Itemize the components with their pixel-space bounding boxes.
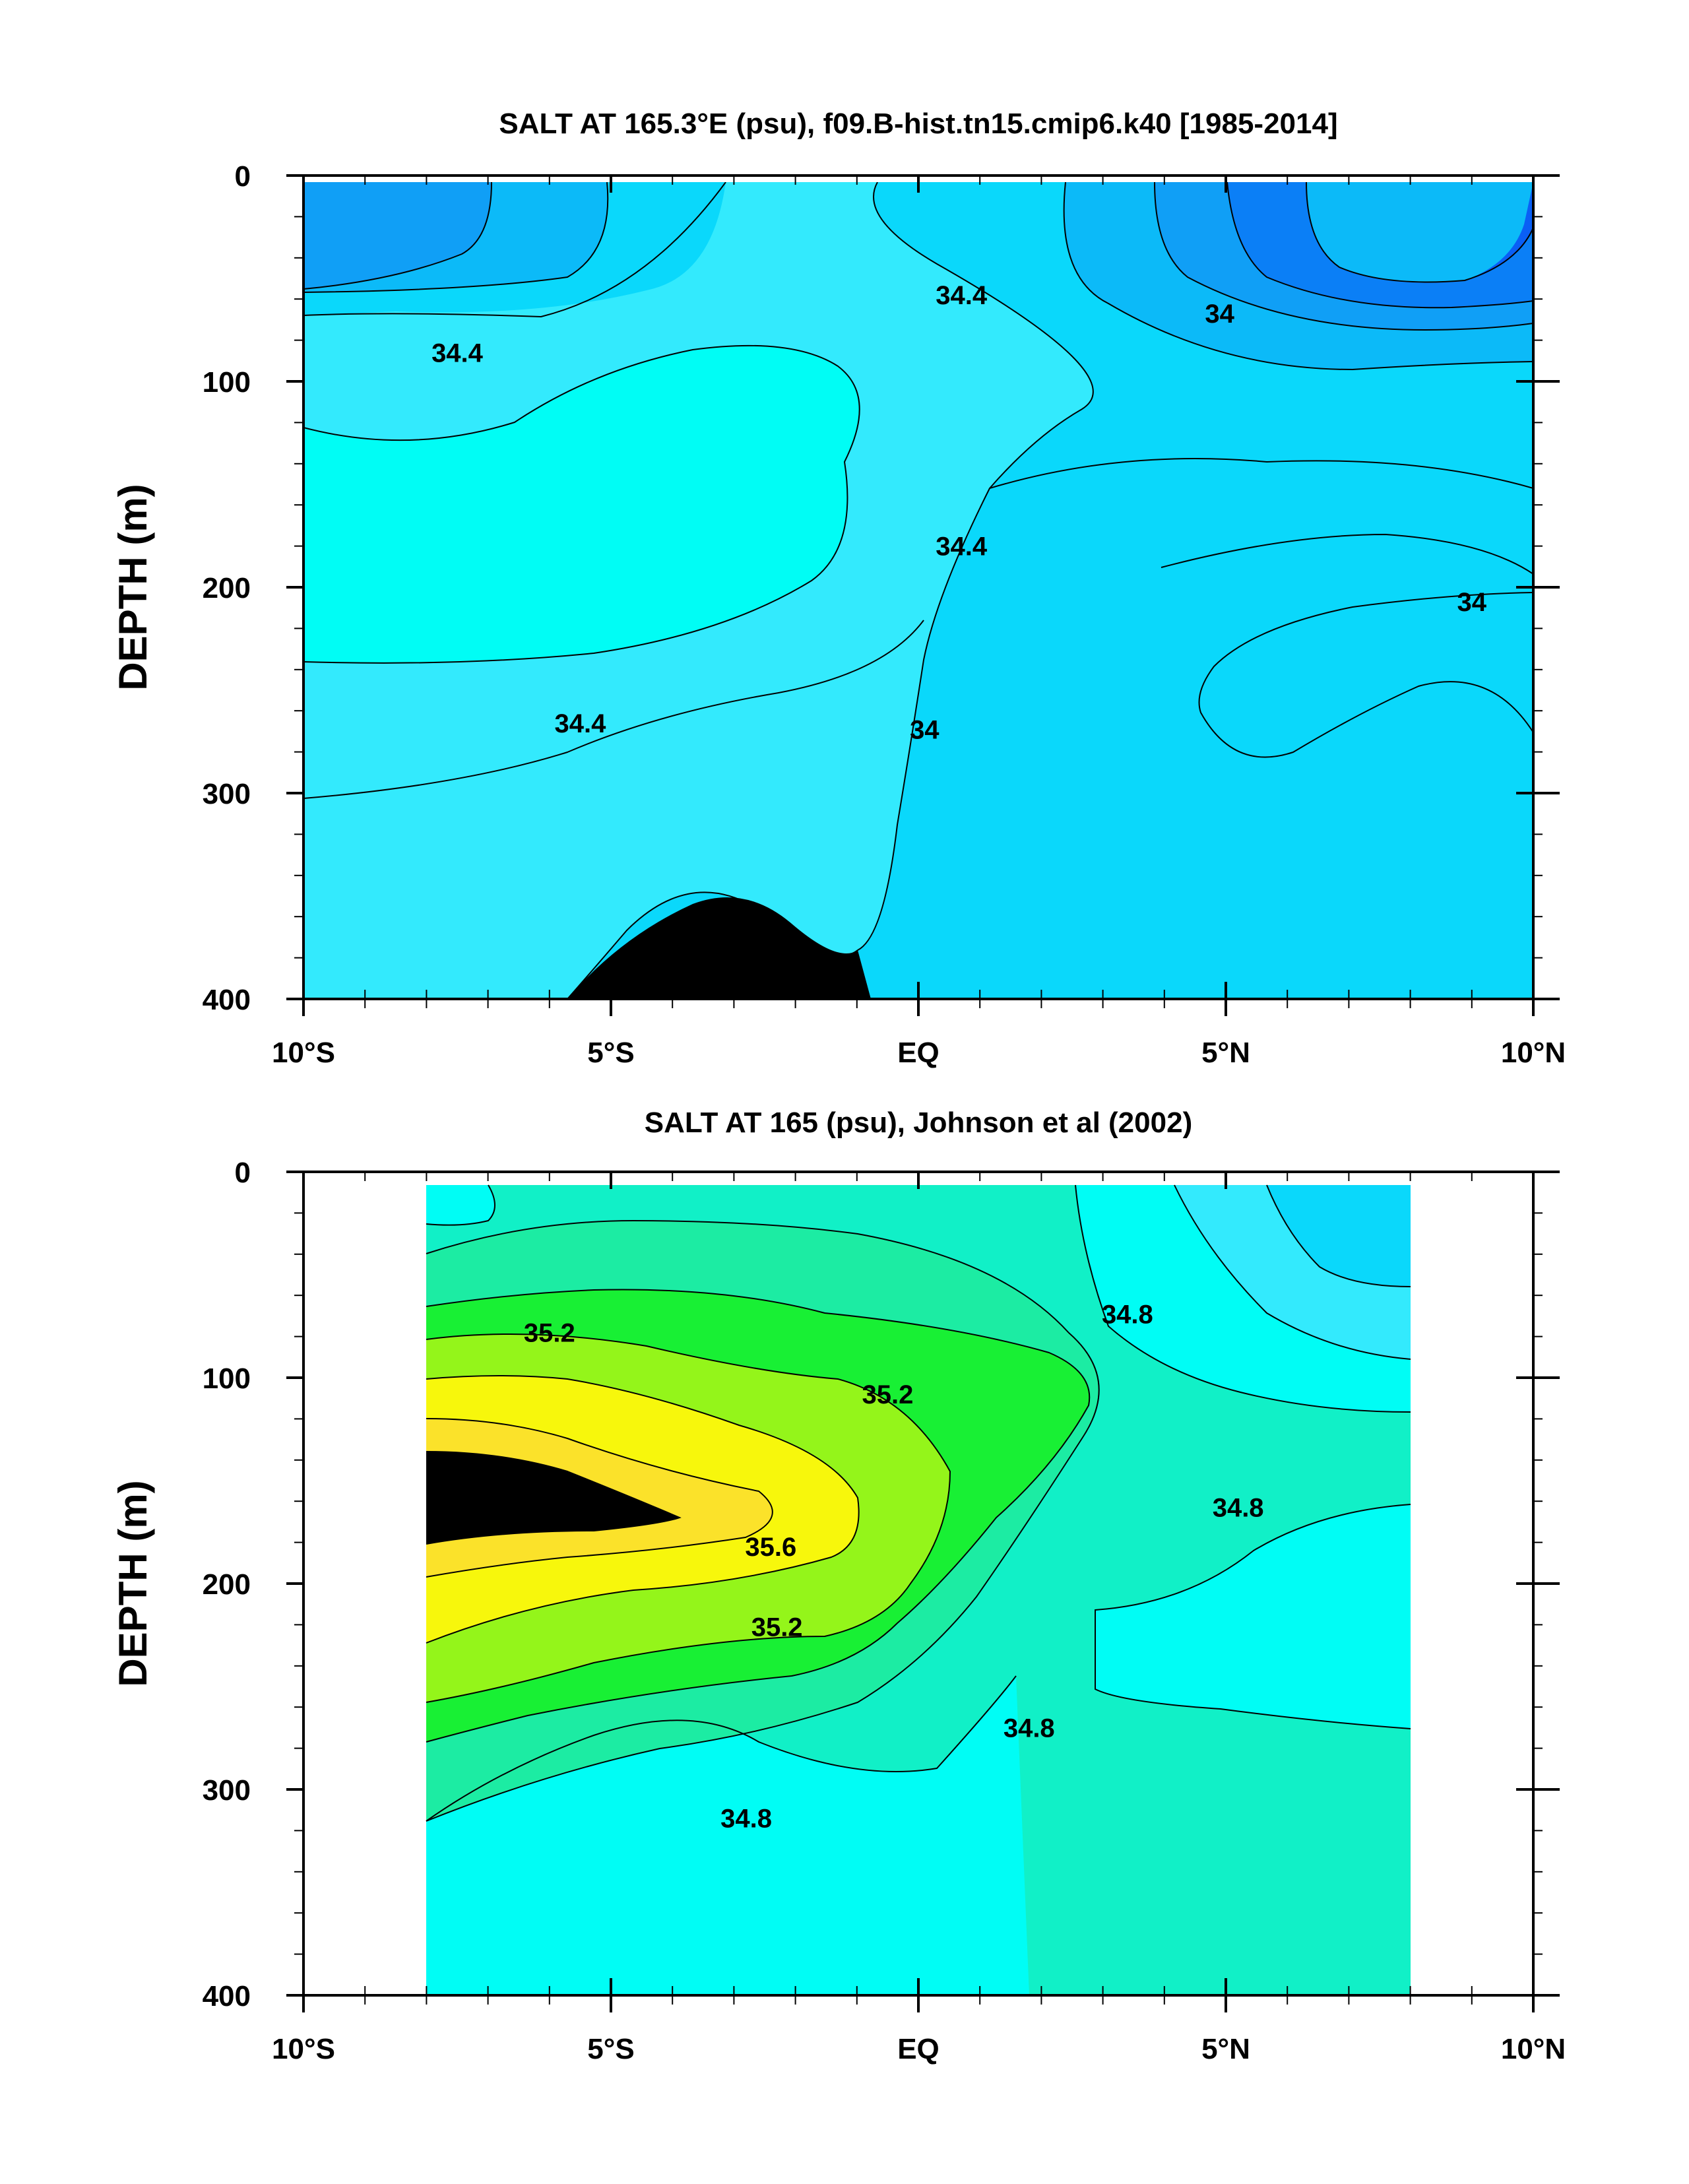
x-tick-label: 10°S [272, 2033, 335, 2065]
salinity-region [1199, 593, 1533, 757]
salinity-region [303, 345, 860, 663]
contour-label: 35.2 [524, 1318, 575, 1347]
contour-label: 34.4 [936, 281, 988, 310]
x-tick-label: EQ [897, 1037, 940, 1069]
y-axis-label: DEPTH (m) [111, 484, 155, 690]
contour-label: 34.8 [1213, 1494, 1264, 1523]
x-tick-label: 5°S [587, 1037, 634, 1069]
y-tick-label: 100 [203, 1363, 251, 1395]
contour-label: 34 [1457, 588, 1487, 617]
contour-label: 34.4 [554, 709, 606, 738]
panel-observed: SALT AT 165 (psu), Johnson et al (2002) [111, 1107, 1566, 2065]
salinity-region [567, 182, 1533, 999]
contour-label: 35.2 [862, 1380, 913, 1409]
y-axis-label: DEPTH (m) [111, 1480, 155, 1686]
x-tick-label: 10°N [1501, 2033, 1566, 2065]
y-tick-label: 200 [203, 1568, 251, 1601]
contour-label: 34 [1205, 300, 1234, 329]
y-tick-label: 0 [235, 1157, 251, 1189]
salinity-region [1267, 1185, 1411, 1287]
contour-label: 34.8 [720, 1805, 772, 1834]
y-tick-label: 300 [203, 1774, 251, 1807]
y-tick-label: 400 [203, 1980, 251, 2012]
salinity-region [567, 897, 871, 999]
contour-labels: 34.4 34.4 34 34.4 34 34.4 34 [431, 281, 1487, 744]
contour-regions [303, 182, 1533, 999]
contour-label: 34.8 [1004, 1714, 1055, 1743]
contour-lines [303, 182, 1533, 999]
y-tick-label: 100 [203, 366, 251, 399]
salinity-region [426, 1185, 495, 1225]
x-tick-label: 5°N [1201, 2033, 1250, 2065]
x-tick-label: 10°N [1501, 1037, 1566, 1069]
salinity-region [303, 182, 492, 289]
panel-model: SALT AT 165.3°E (psu), f09.B-hist.tn15.c… [111, 108, 1566, 1069]
salinity-region [1306, 182, 1533, 282]
contour-label: 34.8 [1102, 1300, 1153, 1329]
chart-title: SALT AT 165 (psu), Johnson et al (2002) [645, 1107, 1192, 1139]
x-tick-label: 10°S [272, 1037, 335, 1069]
chart-title: SALT AT 165.3°E (psu), f09.B-hist.tn15.c… [499, 108, 1337, 140]
contour-regions [426, 1184, 1411, 1995]
salinity-region [1095, 1504, 1411, 1729]
contour-label: 34 [910, 715, 940, 744]
contour-label: 35.6 [745, 1533, 796, 1562]
axis-ticks: 10°S 5°S EQ 5°N 10°N 0 100 200 300 400 [203, 1157, 1566, 2065]
x-tick-label: EQ [897, 2033, 940, 2065]
y-tick-label: 300 [203, 778, 251, 810]
contour-label: 34.4 [936, 532, 988, 562]
contour-labels: 35.2 35.2 34.8 35.6 34.8 35.2 34.8 34.8 [524, 1300, 1264, 1834]
contour-label: 34.4 [431, 338, 484, 368]
x-tick-label: 5°N [1201, 1037, 1250, 1069]
salinity-region [426, 1452, 680, 1544]
axis-ticks: 10°S 5°S EQ 5°N 10°N 0 100 200 300 400 [203, 160, 1566, 1069]
x-tick-label: 5°S [587, 2033, 634, 2065]
contour-lines [426, 1184, 1411, 1822]
contour-label: 35.2 [751, 1613, 803, 1642]
y-tick-label: 400 [203, 984, 251, 1016]
y-tick-label: 200 [203, 572, 251, 604]
y-tick-label: 0 [235, 160, 251, 193]
